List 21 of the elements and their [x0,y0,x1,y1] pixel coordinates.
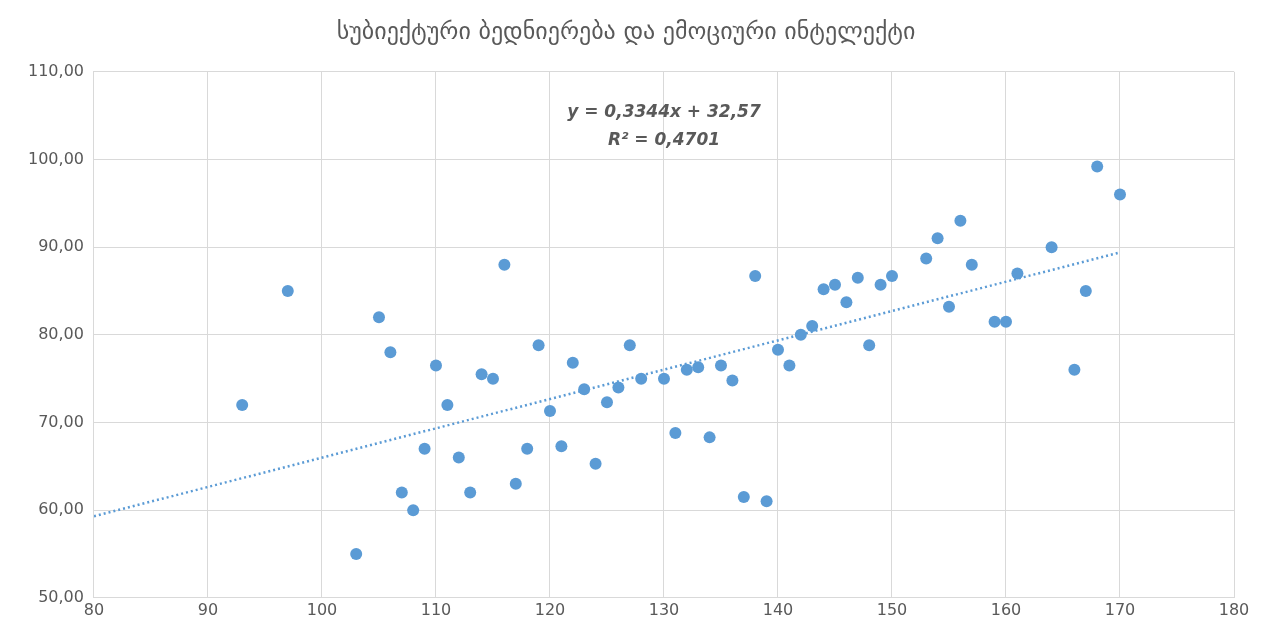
y-tick-label: 100,00 [28,148,84,168]
y-tick-label: 70,00 [38,411,84,431]
x-tick-label: 150 [876,599,908,619]
x-tick-label: 120 [534,599,566,619]
annotation: y = 0,3344x + 32,57 [567,100,761,121]
x-tick-label: 160 [990,599,1022,619]
y-tick-label: 110,00 [28,60,84,80]
x-tick-label: 110 [420,599,452,619]
y-tick-label: 80,00 [38,323,84,343]
annotation: R² = 0,4701 [607,128,721,149]
x-tick-label: 140 [762,599,794,619]
x-tick-label: 180 [1218,599,1250,619]
x-tick-label: 170 [1104,599,1136,619]
x-tick-label: 130 [648,599,680,619]
chart-title: სუბიექტური ბედნიერება და ემოციური ინტელექტი [336,16,916,45]
x-tick-label: 100 [306,599,338,619]
y-tick-label: 50,00 [38,586,84,606]
x-tick-label: 90 [197,599,219,619]
x-tick-label: 80 [83,599,105,619]
y-tick-label: 90,00 [38,236,84,256]
y-tick-label: 60,00 [38,499,84,519]
